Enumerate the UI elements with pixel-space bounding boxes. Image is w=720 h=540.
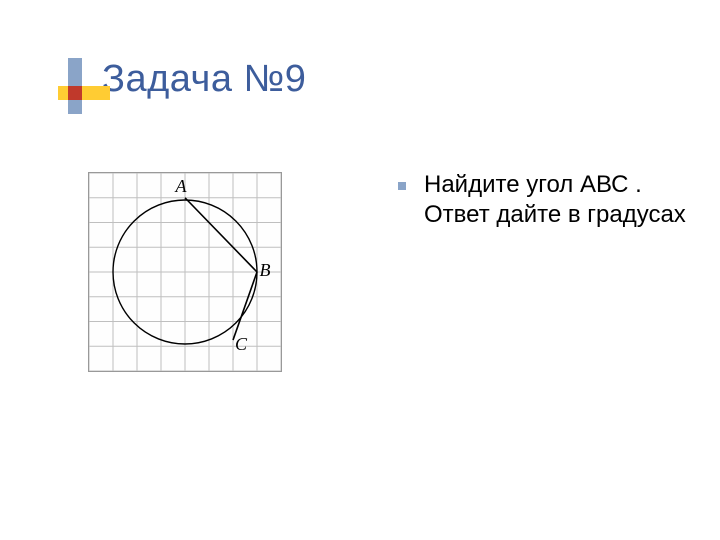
- bullet-item: Найдите угол АВС . Ответ дайте в градуса…: [398, 170, 698, 230]
- slide: Задача №9 A B C Найдите угол АВС . Ответ д…: [0, 0, 720, 540]
- figure-svg: A B C: [89, 173, 281, 371]
- deco-corner: [68, 86, 82, 100]
- svg-text:C: C: [235, 334, 248, 354]
- deco-hbar: [58, 86, 110, 100]
- title-decoration: [58, 58, 110, 114]
- bullet-square-icon: [398, 182, 406, 190]
- svg-text:A: A: [175, 176, 188, 196]
- problem-text-block: Найдите угол АВС . Ответ дайте в градуса…: [398, 170, 698, 230]
- geometry-figure: A B C: [88, 172, 282, 372]
- title-block: Задача №9: [58, 58, 306, 101]
- problem-text: Найдите угол АВС . Ответ дайте в градуса…: [424, 170, 698, 230]
- svg-text:B: B: [260, 260, 271, 280]
